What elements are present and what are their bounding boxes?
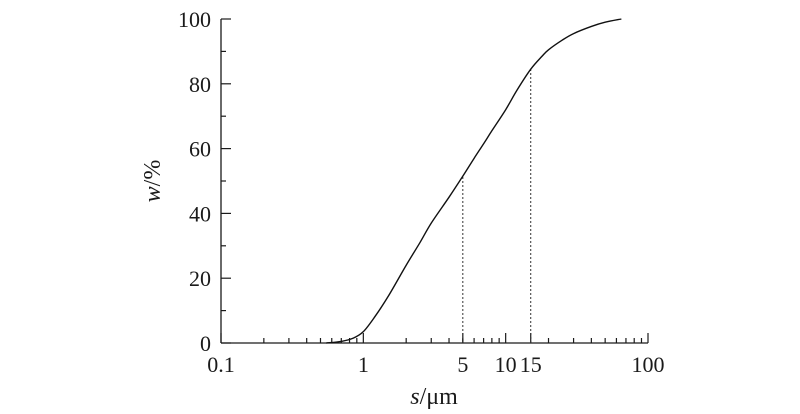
x-tick-label: 15 [520, 352, 542, 377]
y-tick-label: 60 [189, 137, 211, 162]
y-tick-label: 0 [200, 331, 211, 356]
x-tick-label: 10 [495, 352, 517, 377]
y-minor-ticks [221, 50, 226, 312]
cumulative-curve [326, 18, 622, 344]
x-tick-label: 5 [457, 352, 468, 377]
y-axis-label-unit: /% [140, 160, 166, 187]
x-axis-label: s/μm [410, 384, 458, 410]
x-tick-label: 100 [632, 352, 665, 377]
y-tick-label: 80 [189, 72, 211, 97]
y-tick-label: 100 [178, 7, 211, 32]
x-tick-label: 1 [358, 352, 369, 377]
y-ticks: 0 20 40 60 80 100 [178, 7, 231, 356]
x-tick-label: 0.1 [207, 352, 235, 377]
x-axis-label-variable: s [410, 384, 419, 410]
y-axis-label-variable: w [140, 186, 166, 202]
y-tick-label: 40 [189, 201, 211, 226]
x-minor-ticks [263, 338, 643, 343]
x-ticks: 0.1 1 5 10 15 100 [207, 333, 665, 377]
x-axis-label-unit: /μm [420, 384, 459, 410]
reference-lines [462, 69, 532, 343]
y-axis-label: w/% [140, 160, 166, 203]
y-tick-label: 20 [189, 266, 211, 291]
